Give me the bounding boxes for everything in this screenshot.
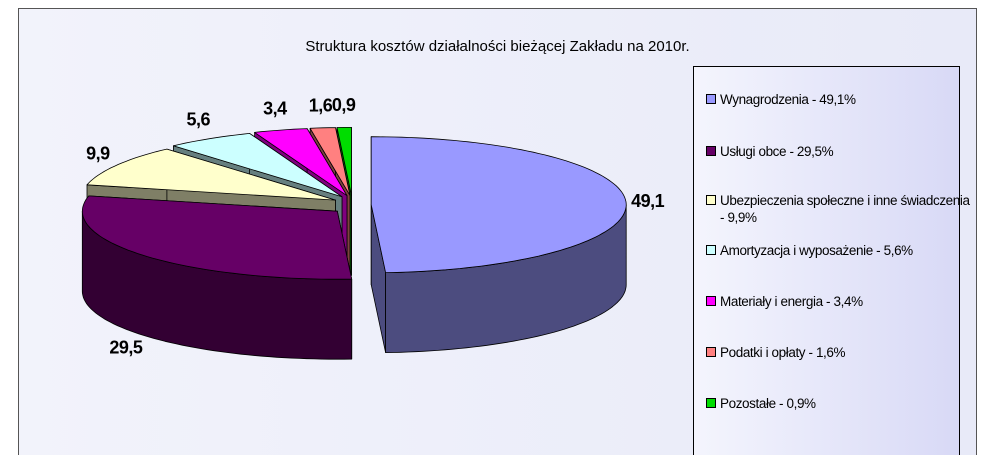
legend-swatch <box>706 94 716 104</box>
slice-top <box>309 127 351 196</box>
data-label: 1,6 <box>309 96 333 116</box>
legend-label: Pozostałe - 0,9% <box>720 396 816 411</box>
legend-label: Podatki i opłaty - 1,6% <box>720 345 846 360</box>
slice-top <box>172 132 343 198</box>
legend-label: Materiały i energia - 3,4% <box>720 294 863 309</box>
data-label: 29,5 <box>109 337 143 357</box>
legend-item: Pozostałe - 0,9% <box>706 395 970 412</box>
slice-top <box>336 127 352 196</box>
data-label: 49,1 <box>631 191 665 211</box>
legend-item: Podatki i opłaty - 1,6% <box>706 344 970 361</box>
legend-item: Usługi obce - 29,5% <box>706 143 970 160</box>
legend-label: Ubezpieczenia społeczne i inne świadczen… <box>720 193 970 225</box>
slice-top <box>81 195 353 280</box>
legend-swatch <box>706 146 716 156</box>
slice-top <box>370 136 627 274</box>
legend-label: Usługi obce - 29,5% <box>720 144 834 159</box>
chart-title: Struktura kosztów działalności bieżącej … <box>305 38 690 55</box>
legend-item: Amortyzacja i wyposażenie - 5,6% <box>706 242 970 259</box>
data-label: 5,6 <box>186 110 210 130</box>
legend-label: Amortyzacja i wyposażenie - 5,6% <box>720 243 913 258</box>
slice-top <box>86 148 336 201</box>
data-label: 3,4 <box>263 99 287 119</box>
legend-item: Wynagrodzenia - 49,1% <box>706 91 970 108</box>
legend-swatch <box>706 398 716 408</box>
data-label: 0,9 <box>332 95 356 115</box>
legend: Wynagrodzenia - 49,1% Usługi obce - 29,5%… <box>693 66 970 455</box>
legend-swatch <box>706 245 716 255</box>
legend-label: Wynagrodzenia - 49,1% <box>720 92 856 107</box>
legend-item: Ubezpieczenia społeczne i inne świadczen… <box>706 192 970 226</box>
legend-item: Materiały i energia - 3,4% <box>706 293 970 310</box>
legend-swatch <box>706 296 716 306</box>
data-label: 9,9 <box>86 143 110 163</box>
slice-top <box>254 128 348 197</box>
legend-swatch <box>706 195 716 205</box>
legend-swatch <box>706 347 716 357</box>
